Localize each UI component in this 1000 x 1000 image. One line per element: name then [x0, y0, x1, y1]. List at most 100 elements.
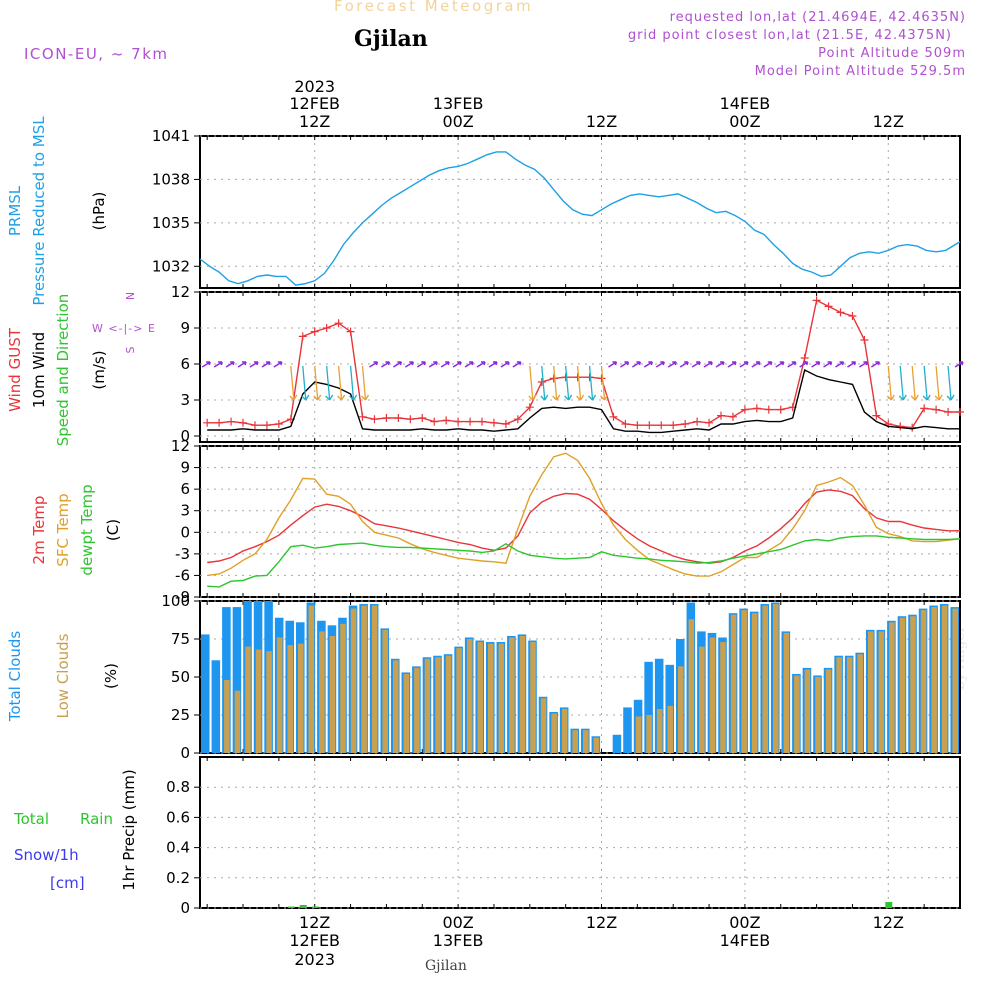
wind-direction-arrow — [667, 361, 677, 368]
wind-gust-label: Wind GUST — [6, 327, 24, 412]
gust-marker — [215, 418, 224, 427]
wind-direction-arrow — [440, 361, 450, 368]
wind-direction-arrow — [540, 365, 549, 401]
cloud-bar-total — [201, 634, 210, 753]
cloud-bar-low — [804, 669, 811, 753]
wind-direction-arrow — [564, 365, 573, 401]
cloud-bar-low — [868, 631, 874, 753]
cloud-bar-low — [773, 604, 779, 753]
cloud-bar-low — [224, 680, 230, 753]
wind-direction-arrow — [552, 365, 561, 401]
y-tick-label: -9 — [175, 588, 190, 606]
wind-direction-arrow — [237, 361, 247, 368]
wind-direction-arrow — [922, 365, 931, 401]
gust-marker — [501, 420, 510, 428]
cloud-bar-low — [952, 608, 958, 753]
cloud-bar-low — [688, 619, 695, 753]
cloud-bar-low — [424, 658, 431, 753]
wind-direction-arrow — [847, 361, 857, 368]
gust-marker — [346, 327, 355, 336]
wind-direction-arrow — [643, 361, 654, 368]
wind-direction-arrow — [934, 365, 943, 401]
cloud-bar-low — [361, 605, 367, 753]
top-axis-time: 00Z — [729, 112, 760, 131]
wind-direction-arrow — [361, 365, 370, 401]
cloud-bar-low — [730, 614, 737, 753]
footer-location: Gjilan — [425, 958, 467, 974]
panel-frame — [199, 756, 961, 909]
gust-marker — [478, 417, 487, 426]
cloud-bar-low — [593, 737, 600, 753]
bottom-axis-time: 00Z — [729, 913, 760, 932]
panel-wind: 0 3 6 9 12 — [171, 283, 964, 445]
gust-marker — [274, 420, 283, 428]
gust-marker — [681, 420, 690, 428]
product-title: Forecast Meteogram — [334, 0, 534, 15]
cloud-bar-low — [551, 713, 557, 753]
wind-direction-arrow — [273, 361, 283, 368]
cloud-bar-low — [234, 690, 241, 753]
top-axis-time: 12Z — [873, 112, 904, 131]
wind-direction-arrow — [428, 361, 438, 368]
gust-marker — [262, 421, 271, 430]
wind-direction-arrow — [289, 365, 298, 401]
gust-marker — [585, 373, 594, 382]
cloud-bar-low — [340, 623, 346, 753]
top-axis-date: 13FEB — [433, 94, 484, 113]
series-line-wind-gust — [207, 299, 960, 429]
grid-coords: grid point closest lon,lat (21.5E, 42.43… — [627, 28, 952, 43]
cloud-bar-low — [583, 730, 589, 753]
gust-marker — [728, 412, 737, 421]
gust-marker — [322, 324, 331, 332]
gust-marker — [394, 414, 403, 422]
wind-direction-arrow — [369, 361, 379, 368]
cloud-bar-low — [783, 632, 790, 753]
cloud-bar-low — [646, 715, 652, 753]
cloud-bar-low — [678, 666, 684, 753]
gust-marker — [573, 373, 582, 382]
gust-marker — [812, 296, 821, 305]
series-line-10m-wind — [207, 368, 960, 434]
gust-marker — [454, 417, 463, 426]
cloud-bar-low — [477, 642, 483, 753]
cloud-bar-low — [298, 643, 304, 753]
wind-direction-arrow — [691, 361, 701, 368]
wind-direction-arrow — [476, 361, 486, 368]
gust-marker — [848, 312, 857, 320]
model-name: ICON-EU, ~ 7km — [24, 45, 169, 63]
top-axis-time: 12Z — [586, 112, 617, 131]
gust-marker — [693, 417, 702, 426]
gust-marker — [633, 421, 642, 430]
wind-direction-arrow — [349, 365, 358, 401]
cloud-bar-total — [211, 660, 221, 753]
y-tick-label: 9 — [180, 319, 190, 337]
cloud-bar-low — [255, 649, 262, 753]
gust-marker — [657, 421, 666, 430]
wind-direction-arrow — [600, 365, 609, 401]
cloud-unit: (%) — [102, 663, 120, 689]
wind-direction-arrow — [588, 365, 597, 401]
gust-marker — [872, 411, 881, 420]
wind-direction-arrow — [392, 361, 403, 368]
gust-marker — [561, 373, 570, 382]
y-tick-label: 0 — [180, 744, 190, 762]
point-altitude: Point Altitude 509m — [818, 46, 966, 61]
gust-marker — [203, 418, 212, 427]
wind-direction-arrow — [898, 365, 907, 401]
pressure-label-long: Pressure Reduced to MSL — [30, 116, 48, 306]
wind-direction-arrow — [213, 361, 223, 368]
requested-coords: requested lon,lat (21.4694E, 42.4635N) — [669, 10, 966, 25]
gust-marker — [334, 319, 343, 328]
cloud-bar-low — [656, 708, 663, 753]
gust-marker — [645, 421, 654, 430]
cloud-bar-total — [654, 658, 664, 753]
cloud-bar-low — [266, 651, 272, 753]
compass-we: W <-|-> E — [92, 322, 156, 335]
gust-marker — [250, 421, 259, 430]
wind-direction-arrow — [823, 361, 833, 368]
wind-direction-arrow — [201, 361, 211, 368]
wind-direction-arrow — [946, 365, 955, 401]
y-tick-label: 3 — [180, 391, 190, 409]
cloud-bar-low — [393, 660, 399, 753]
y-tick-label: 6 — [180, 355, 190, 373]
